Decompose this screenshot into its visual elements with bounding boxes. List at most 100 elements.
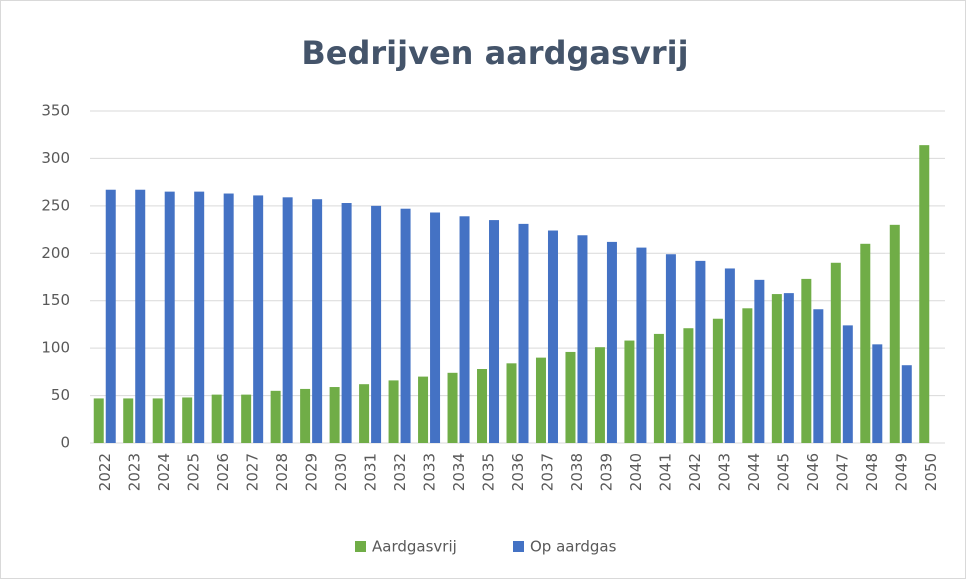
bar <box>712 318 723 443</box>
x-tick-label: 2029 <box>303 453 321 491</box>
bar <box>577 235 588 443</box>
bar <box>901 365 912 443</box>
bar <box>270 390 281 443</box>
chart-title: Bedrijven aardgasvrij <box>301 34 688 72</box>
x-tick-label: 2050 <box>922 453 940 491</box>
x-tick-label: 2024 <box>155 453 173 491</box>
bar <box>430 212 441 443</box>
bar <box>418 376 429 443</box>
x-tick-label: 2025 <box>185 453 203 491</box>
bar <box>135 189 146 443</box>
bar <box>636 247 647 443</box>
legend-swatch <box>513 541 524 552</box>
bar <box>312 199 323 443</box>
x-tick-label: 2030 <box>332 453 350 491</box>
bar <box>329 387 340 443</box>
y-tick-label: 350 <box>41 102 70 120</box>
bar <box>860 243 871 443</box>
bar <box>282 197 293 443</box>
x-tick-label: 2023 <box>126 453 144 491</box>
bar <box>182 397 193 443</box>
y-tick-label: 0 <box>60 434 70 452</box>
bar <box>388 380 399 443</box>
bar <box>872 344 883 443</box>
bar <box>506 363 517 443</box>
bar <box>223 193 234 443</box>
x-tick-label: 2032 <box>391 453 409 491</box>
bar <box>123 398 134 443</box>
bar <box>371 205 382 443</box>
bar <box>801 278 812 443</box>
bar <box>889 224 900 443</box>
x-tick-label: 2046 <box>804 453 822 491</box>
bar <box>742 308 753 443</box>
bar <box>783 293 794 443</box>
bar <box>489 220 500 443</box>
bar <box>341 203 352 443</box>
y-tick-label: 300 <box>41 149 70 167</box>
bar <box>300 388 311 443</box>
bar <box>754 279 765 443</box>
bar <box>547 230 558 443</box>
x-tick-label: 2026 <box>214 453 232 491</box>
bar <box>624 340 635 443</box>
x-tick-label: 2048 <box>863 453 881 491</box>
x-tick-label: 2033 <box>421 453 439 491</box>
y-tick-label: 150 <box>41 291 70 309</box>
bar <box>93 398 104 443</box>
x-tick-label: 2022 <box>96 453 114 491</box>
x-tick-label: 2037 <box>538 453 556 491</box>
bar <box>653 333 664 443</box>
x-tick-label: 2035 <box>480 453 498 491</box>
x-tick-label: 2040 <box>627 453 645 491</box>
bar <box>813 309 824 443</box>
bar <box>241 394 252 443</box>
legend-label: Op aardgas <box>530 538 617 556</box>
bar <box>152 398 163 443</box>
bar <box>105 189 116 443</box>
x-tick-label: 2031 <box>362 453 380 491</box>
bar <box>253 195 264 443</box>
bar <box>211 394 222 443</box>
y-tick-label: 200 <box>41 244 70 262</box>
bar <box>606 241 617 443</box>
bar <box>518 223 529 443</box>
bar <box>724 268 735 443</box>
x-tick-label: 2049 <box>892 453 910 491</box>
bar <box>459 216 470 443</box>
bar <box>400 208 411 443</box>
bar <box>771 294 782 443</box>
bar <box>359 384 370 443</box>
x-tick-label: 2045 <box>774 453 792 491</box>
bar <box>695 260 706 443</box>
y-tick-label: 250 <box>41 196 70 214</box>
x-tick-label: 2034 <box>450 453 468 491</box>
bar <box>565 351 576 443</box>
x-tick-label: 2042 <box>686 453 704 491</box>
x-tick-label: 2039 <box>597 453 615 491</box>
bar <box>477 369 488 443</box>
bar <box>447 372 458 443</box>
bar <box>594 347 605 443</box>
x-tick-label: 2027 <box>244 453 262 491</box>
bar <box>830 262 841 443</box>
x-tick-label: 2043 <box>715 453 733 491</box>
legend-label: Aardgasvrij <box>372 538 457 556</box>
x-tick-label: 2036 <box>509 453 527 491</box>
legend-swatch <box>355 541 366 552</box>
x-tick-label: 2044 <box>745 453 763 491</box>
bar <box>683 328 694 443</box>
x-tick-label: 2047 <box>833 453 851 491</box>
y-tick-label: 50 <box>51 386 70 404</box>
bar <box>164 191 175 443</box>
bar <box>842 325 853 443</box>
x-tick-label: 2041 <box>656 453 674 491</box>
bar <box>535 357 546 443</box>
x-tick-label: 2028 <box>273 453 291 491</box>
bar <box>194 191 205 443</box>
y-tick-label: 100 <box>41 339 70 357</box>
bar <box>919 145 930 444</box>
bar <box>665 254 676 443</box>
x-tick-label: 2038 <box>568 453 586 491</box>
